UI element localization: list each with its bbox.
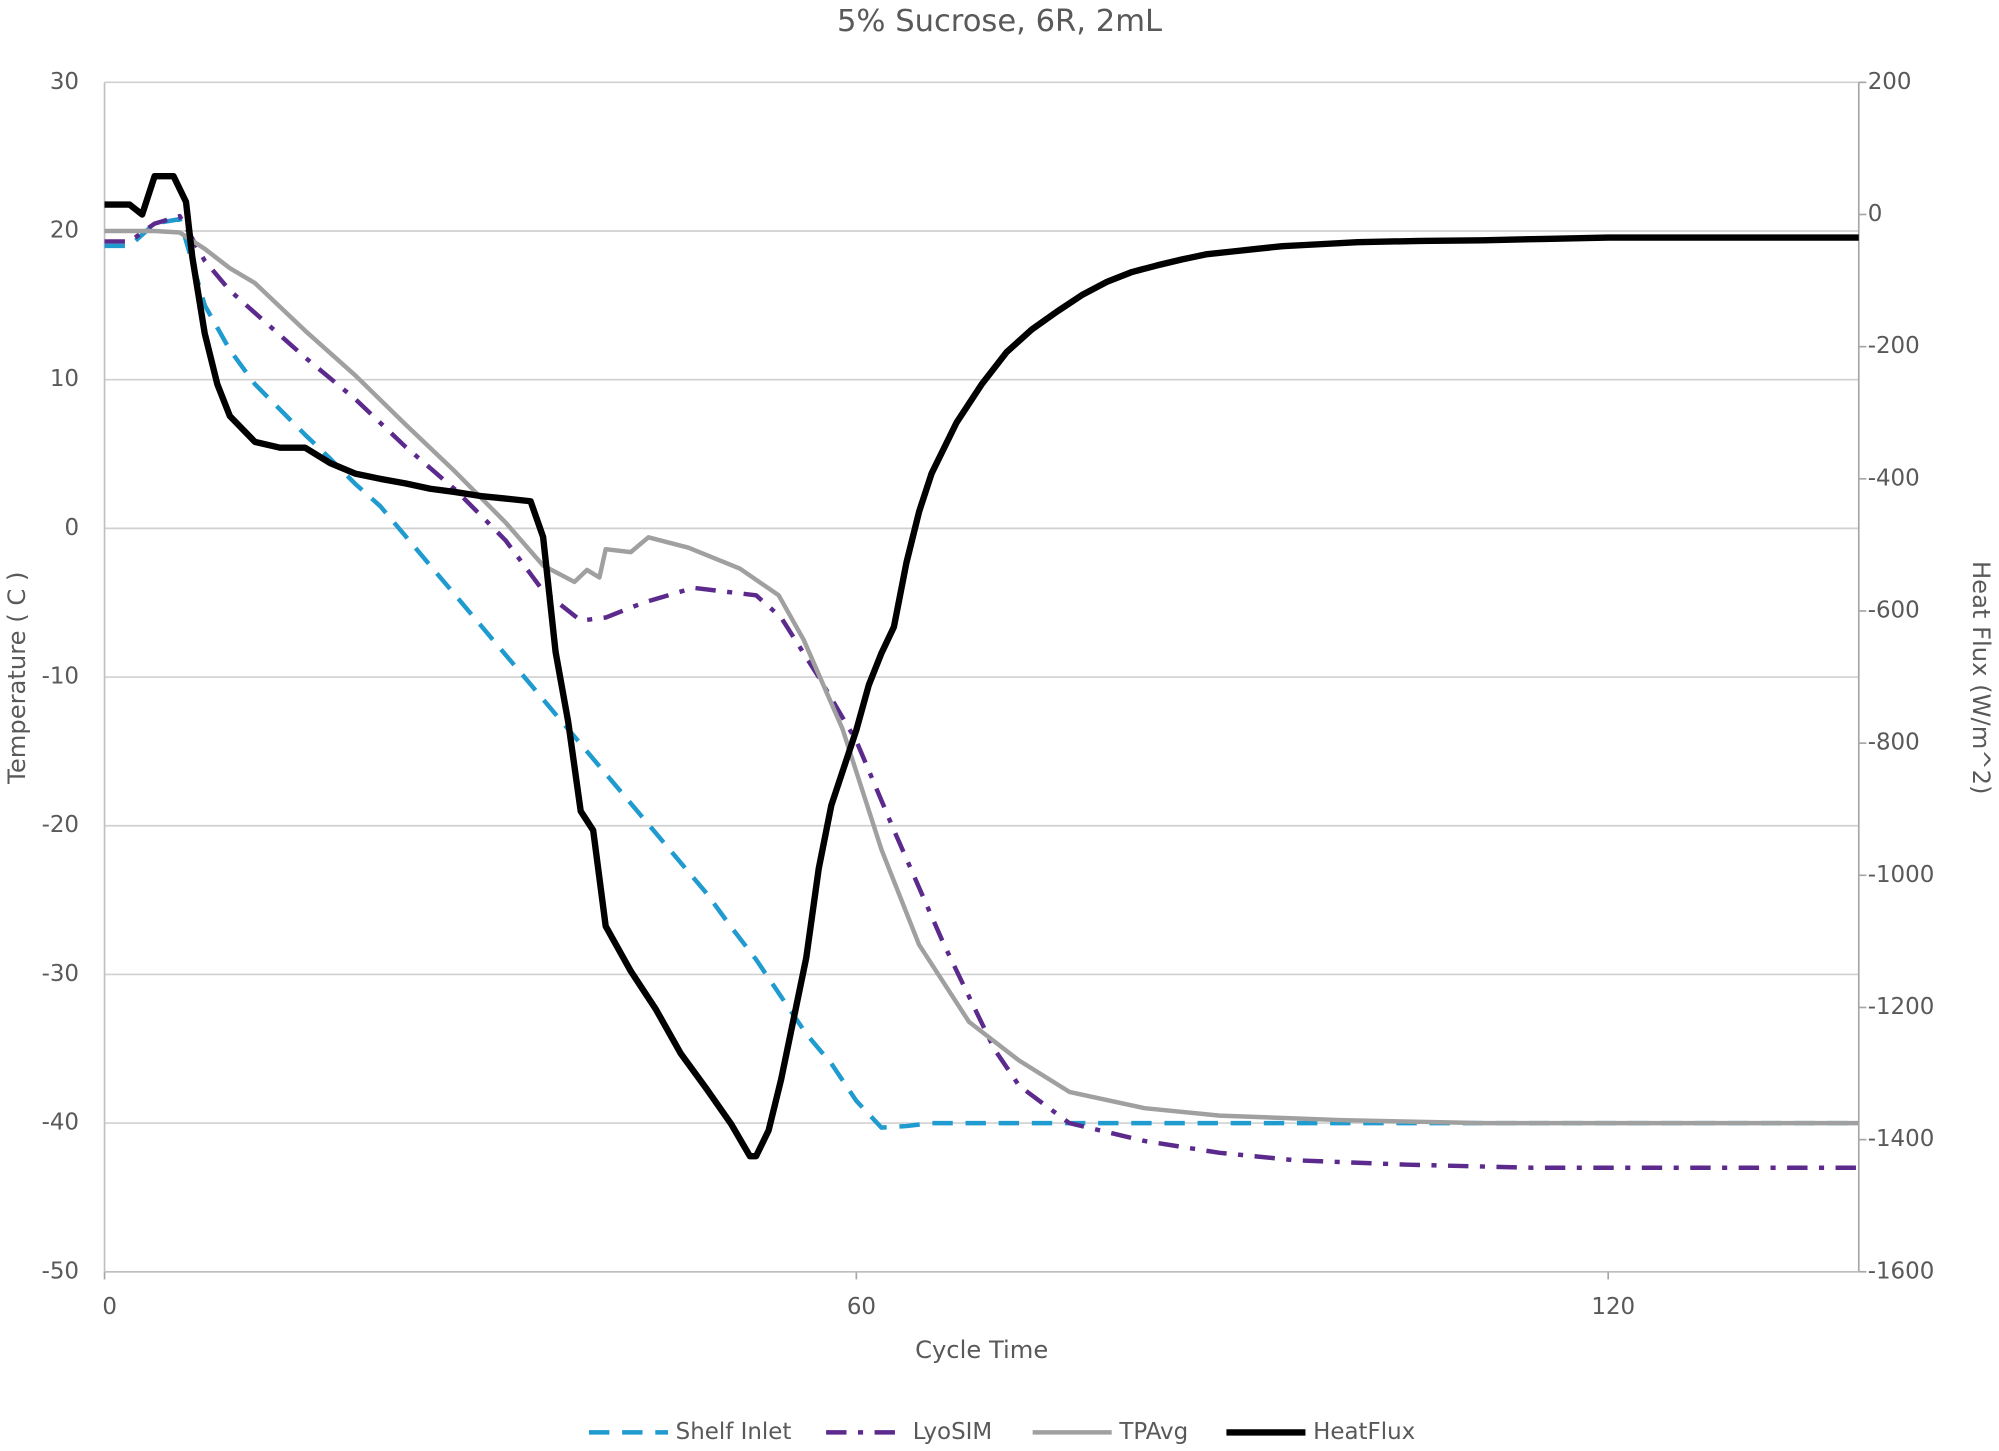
x-tick-label: 0: [102, 1294, 117, 1320]
x-tick-label: 60: [847, 1294, 876, 1320]
y-tick-label: -20: [42, 812, 79, 838]
series-line: [104, 172, 1859, 1160]
y-tick-label: -40: [42, 1110, 79, 1136]
legend-label: TPAvg: [1118, 1419, 1188, 1445]
y-tick-label: -30: [42, 961, 79, 987]
grid: -50 -40 -30 -20 -10 0 10 20 30 -1600 -1400 -1200 -10…: [42, 69, 1935, 1320]
y2-tick-label: -1000: [1868, 862, 1935, 888]
y-tick-label: -10: [42, 664, 79, 690]
legend-label: LyoSIM: [913, 1419, 992, 1445]
legend: Shelf Inlet LyoSIM TPAvg HeatFlux: [588, 1419, 1415, 1445]
y-tick-label: 10: [50, 366, 79, 392]
chart-title: 5% Sucrose, 6R, 2mL: [837, 4, 1162, 39]
series-line: [104, 216, 1859, 1130]
y-axis-title: Temperature ( C ): [3, 572, 31, 785]
y2-axis-title: Heat Flux (W/m^2): [1967, 561, 1995, 794]
series-line: [104, 228, 1859, 1126]
y-tick-label: 30: [50, 69, 79, 95]
plot-area: [104, 172, 1859, 1170]
x-tick-label: 120: [1591, 1294, 1635, 1320]
y-tick-label: 0: [64, 515, 79, 541]
y2-tick-label: -400: [1868, 465, 1920, 491]
y2-tick-label: -1200: [1868, 994, 1935, 1020]
y-tick-label: -50: [42, 1258, 79, 1284]
legend-label: HeatFlux: [1313, 1419, 1415, 1445]
x-axis-title: Cycle Time: [915, 1336, 1048, 1364]
y2-tick-label: 200: [1868, 69, 1912, 95]
y2-tick-label: -1400: [1868, 1126, 1935, 1152]
y2-tick-label: -200: [1868, 333, 1920, 359]
y2-tick-label: 0: [1868, 201, 1883, 227]
y-tick-label: 20: [50, 218, 79, 244]
y2-tick-label: -800: [1868, 730, 1920, 756]
y2-tick-label: -600: [1868, 597, 1920, 623]
series-line: [104, 213, 1859, 1170]
y2-tick-label: -1600: [1868, 1258, 1935, 1284]
legend-label: Shelf Inlet: [676, 1419, 792, 1445]
